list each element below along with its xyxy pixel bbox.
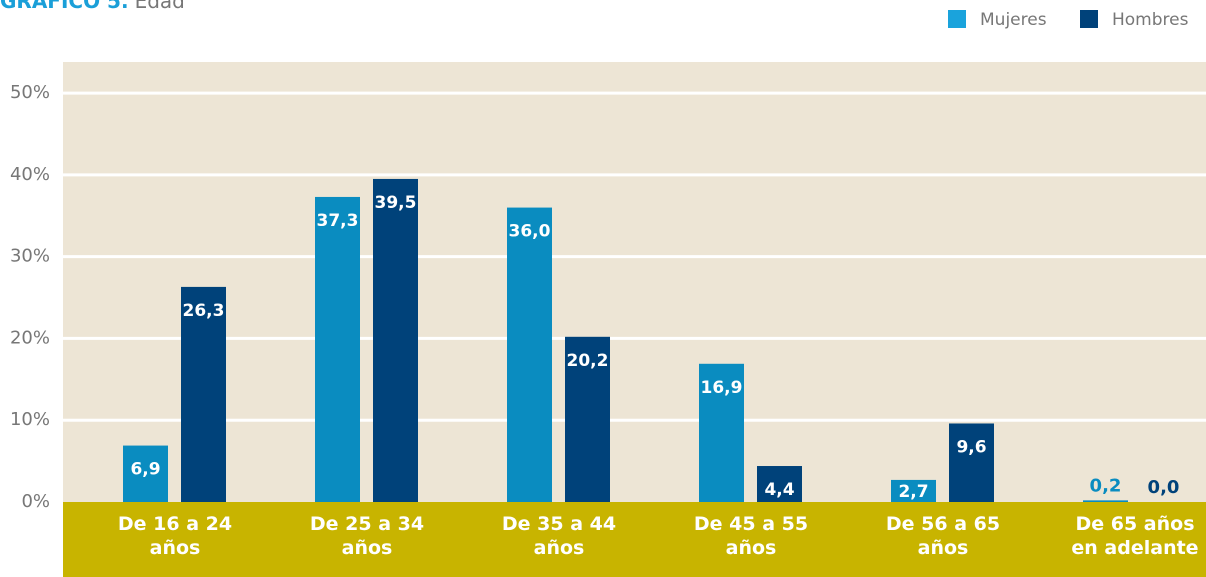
value-label: 39,5 bbox=[375, 193, 417, 213]
legend-label: Mujeres bbox=[980, 10, 1047, 30]
y-tick-label: 10% bbox=[10, 409, 50, 430]
value-label: 4,4 bbox=[764, 480, 794, 500]
legend-swatch bbox=[1080, 10, 1098, 28]
legend-swatch bbox=[948, 10, 966, 28]
subtitle: Edad bbox=[135, 0, 185, 13]
value-label: 20,2 bbox=[567, 351, 609, 371]
bar bbox=[123, 445, 168, 502]
y-tick-label: 20% bbox=[10, 327, 50, 348]
x-tick-label: De 56 a 65 años bbox=[885, 513, 1001, 559]
value-label: 26,3 bbox=[183, 301, 225, 321]
y-tick-label: 50% bbox=[10, 82, 50, 103]
bar bbox=[181, 286, 226, 502]
y-tick-label: 30% bbox=[10, 246, 50, 267]
bar bbox=[757, 466, 802, 502]
bar bbox=[507, 207, 552, 502]
value-label: 16,9 bbox=[701, 378, 743, 398]
value-label: 9,6 bbox=[956, 437, 986, 457]
legend-label: Hombres bbox=[1112, 10, 1189, 30]
x-tick-label: De 45 a 55 años bbox=[693, 513, 809, 559]
bar bbox=[373, 178, 418, 503]
bar bbox=[949, 423, 994, 502]
value-label: 36,0 bbox=[509, 222, 551, 242]
bar bbox=[565, 336, 610, 502]
value-label: 6,9 bbox=[130, 460, 160, 480]
x-tick-label: De 35 a 44 años bbox=[501, 513, 617, 559]
bar bbox=[699, 363, 744, 502]
category-band bbox=[63, 502, 1206, 577]
x-tick-label: De 65 años en adelante bbox=[1071, 513, 1199, 559]
bar bbox=[1083, 500, 1128, 502]
y-tick-label: 40% bbox=[10, 164, 50, 185]
chart-title: GRÁFICO 5. Edad bbox=[0, 0, 185, 13]
bar bbox=[891, 479, 936, 502]
value-label: 0,0 bbox=[1148, 477, 1180, 498]
y-tick-label: 0% bbox=[21, 491, 50, 512]
plot-background bbox=[63, 62, 1206, 502]
x-tick-label: De 16 a 24 años bbox=[117, 513, 233, 559]
bar bbox=[315, 196, 360, 502]
value-label: 37,3 bbox=[317, 211, 359, 231]
value-label: 2,7 bbox=[898, 482, 928, 502]
value-label: 0,2 bbox=[1090, 475, 1122, 496]
title: GRÁFICO 5. bbox=[0, 0, 129, 13]
x-tick-label: De 25 a 34 años bbox=[309, 513, 425, 559]
